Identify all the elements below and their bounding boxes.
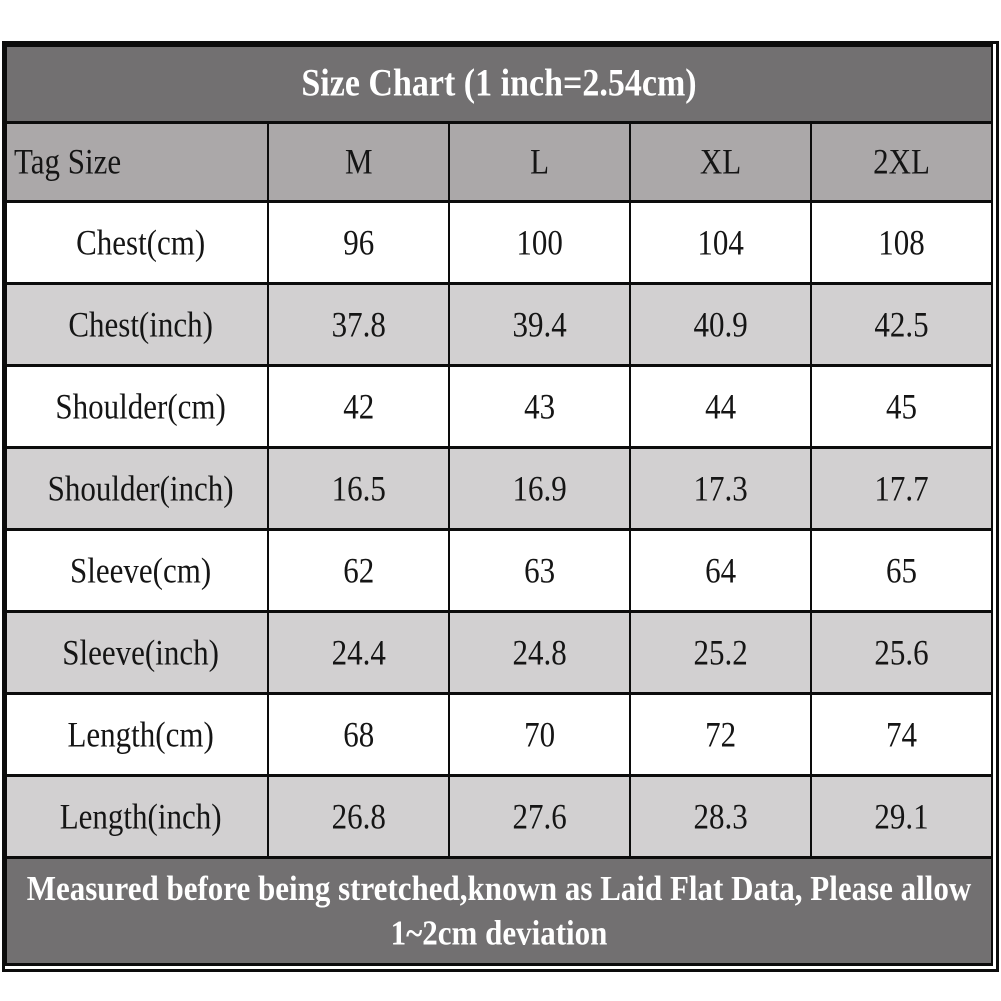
- title-row: Size Chart (1 inch=2.54cm): [5, 44, 993, 124]
- table-row-length-inch: Length(inch) 26.8 27.6 28.3 29.1: [4, 774, 993, 859]
- col-header-xl: XL: [629, 121, 813, 203]
- size-chart-table: Size Chart (1 inch=2.54cm) Tag Size M L …: [4, 44, 993, 966]
- cell-value: 28.3: [629, 774, 813, 859]
- cell-value: 65: [810, 528, 993, 613]
- cell-value: 29.1: [810, 774, 993, 859]
- cell-value: 40.9: [629, 282, 813, 367]
- col-header-l: L: [448, 121, 632, 203]
- cell-value: 27.6: [448, 774, 632, 859]
- table-row-chest-cm: Chest(cm) 96 100 104 108: [4, 200, 993, 285]
- cell-value: 72: [629, 692, 813, 777]
- chart-title-text: Size Chart (1 inch=2.54cm): [301, 62, 697, 105]
- size-chart-frame: Size Chart (1 inch=2.54cm) Tag Size M L …: [2, 41, 999, 972]
- footer-row: Measured before being stretched,known as…: [5, 856, 993, 966]
- cell-value: 43: [448, 364, 632, 449]
- cell-value: 62: [267, 528, 451, 613]
- table-row-shoulder-cm: Shoulder(cm) 42 43 44 45: [4, 364, 993, 449]
- cell-value: 96: [267, 200, 451, 285]
- row-label: Length(cm): [4, 692, 270, 777]
- table-row-chest-inch: Chest(inch) 37.8 39.4 40.9 42.5: [4, 282, 993, 367]
- row-label: Length(inch): [4, 774, 270, 859]
- row-label: Shoulder(inch): [4, 446, 270, 531]
- cell-value: 39.4: [448, 282, 632, 367]
- cell-value: 45: [810, 364, 993, 449]
- measurement-note-text: Measured before being stretched,known as…: [26, 868, 972, 953]
- cell-value: 24.4: [267, 610, 451, 695]
- cell-value: 25.2: [629, 610, 813, 695]
- cell-value: 26.8: [267, 774, 451, 859]
- cell-value: 68: [267, 692, 451, 777]
- cell-value: 42: [267, 364, 451, 449]
- chart-title: Size Chart (1 inch=2.54cm): [5, 44, 993, 124]
- row-label: Shoulder(cm): [4, 364, 270, 449]
- cell-value: 42.5: [810, 282, 993, 367]
- row-label: Chest(cm): [4, 200, 270, 285]
- row-label: Chest(inch): [4, 282, 270, 367]
- cell-value: 25.6: [810, 610, 993, 695]
- cell-value: 24.8: [448, 610, 632, 695]
- cell-value: 37.8: [267, 282, 451, 367]
- cell-value: 63: [448, 528, 632, 613]
- table-row-sleeve-cm: Sleeve(cm) 62 63 64 65: [4, 528, 993, 613]
- cell-value: 64: [629, 528, 813, 613]
- cell-value: 70: [448, 692, 632, 777]
- cell-value: 74: [810, 692, 993, 777]
- cell-value: 108: [810, 200, 993, 285]
- row-label: Sleeve(cm): [4, 528, 270, 613]
- header-row: Tag Size M L XL 2XL: [4, 121, 993, 203]
- row-label: Sleeve(inch): [4, 610, 270, 695]
- cell-value: 104: [629, 200, 813, 285]
- cell-value: 44: [629, 364, 813, 449]
- table-row-shoulder-inch: Shoulder(inch) 16.5 16.9 17.3 17.7: [4, 446, 993, 531]
- cell-value: 16.5: [267, 446, 451, 531]
- col-header-2xl: 2XL: [810, 121, 993, 203]
- cell-value: 100: [448, 200, 632, 285]
- col-header-m: M: [267, 121, 451, 203]
- col-header-tag-size: Tag Size: [4, 121, 270, 203]
- cell-value: 17.7: [810, 446, 993, 531]
- table-row-length-cm: Length(cm) 68 70 72 74: [4, 692, 993, 777]
- cell-value: 16.9: [448, 446, 632, 531]
- table-row-sleeve-inch: Sleeve(inch) 24.4 24.8 25.2 25.6: [4, 610, 993, 695]
- cell-value: 17.3: [629, 446, 813, 531]
- measurement-note: Measured before being stretched,known as…: [5, 856, 993, 966]
